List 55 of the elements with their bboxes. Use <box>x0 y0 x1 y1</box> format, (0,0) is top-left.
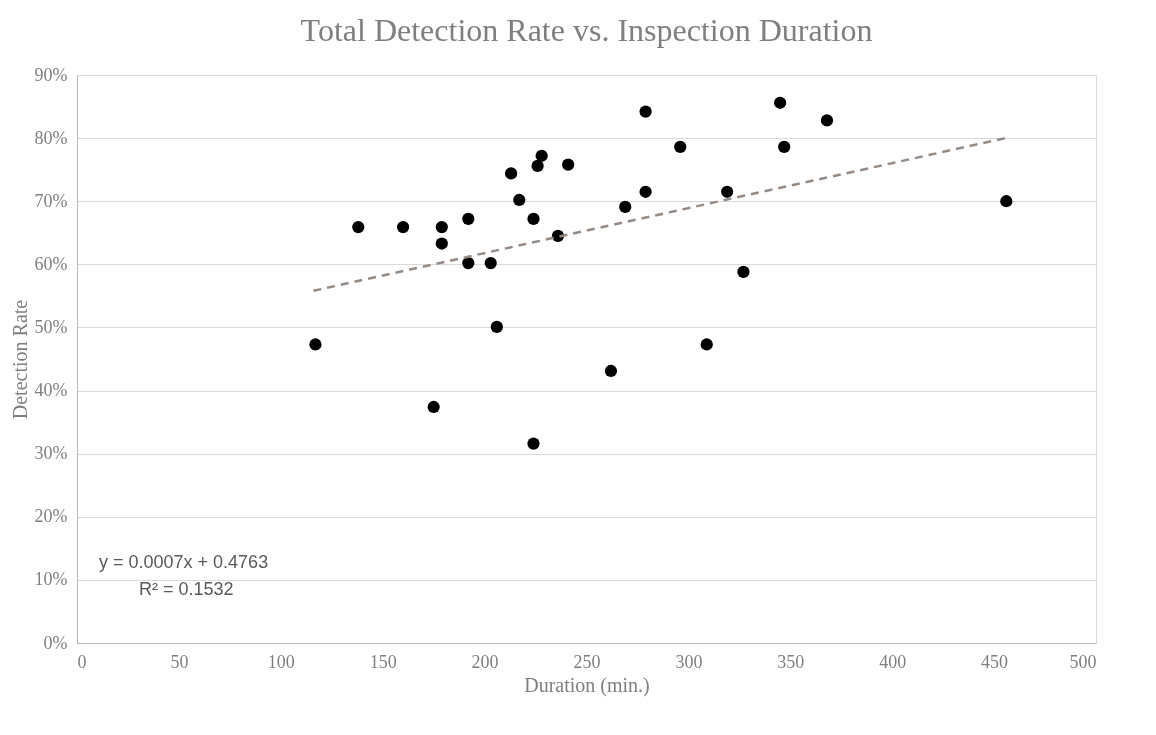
point <box>527 212 540 226</box>
point <box>639 185 652 198</box>
x-tick-label: 450 <box>981 651 1009 672</box>
point <box>535 149 548 162</box>
x-tick-label: 500 <box>1069 651 1097 672</box>
y-tick-label: 60% <box>34 253 68 274</box>
annotation: R² = 0.1532 <box>139 579 234 599</box>
x-tick-label: 200 <box>471 651 499 672</box>
point <box>778 140 791 154</box>
point <box>562 158 575 171</box>
point <box>427 400 440 414</box>
x-tick-label: 150 <box>369 651 397 672</box>
y-tick-label: 0% <box>43 632 68 653</box>
annotation: y = 0.0007x + 0.4763 <box>99 552 269 572</box>
point <box>737 265 750 279</box>
point <box>604 364 618 378</box>
point <box>773 96 787 109</box>
x-tick-label: 100 <box>267 651 295 672</box>
y-tick-label: 20% <box>34 506 68 527</box>
point <box>531 159 544 172</box>
chart-title: Total Detection Rate vs. Inspection Duration <box>300 12 873 48</box>
point <box>484 256 497 270</box>
point <box>820 114 834 127</box>
y-tick-label: 30% <box>34 443 68 464</box>
point <box>527 437 540 450</box>
point <box>700 338 713 351</box>
x-tick-label: 300 <box>675 651 703 672</box>
x-tick-label: 350 <box>777 651 805 672</box>
x-tick-label: 0 <box>77 651 87 672</box>
y-axis-title: Detection Rate <box>8 299 31 420</box>
point <box>352 220 365 234</box>
point <box>721 185 734 198</box>
point <box>435 237 448 250</box>
point <box>1000 195 1013 208</box>
x-axis-title: Duration (min.) <box>524 673 650 697</box>
point <box>513 193 526 207</box>
point <box>396 220 410 234</box>
y-tick-label: 80% <box>34 127 68 148</box>
y-tick-label: 40% <box>34 380 68 401</box>
point <box>309 338 322 351</box>
point <box>674 140 687 154</box>
point <box>639 105 652 118</box>
point <box>619 200 632 214</box>
point <box>462 212 475 226</box>
y-tick-label: 90% <box>34 64 68 85</box>
point <box>490 320 503 333</box>
x-tick-label: 50 <box>170 651 189 672</box>
y-tick-label: 70% <box>34 190 68 211</box>
point <box>504 167 518 180</box>
x-tick-label: 400 <box>879 651 907 672</box>
y-tick-label: 50% <box>34 316 68 337</box>
point <box>435 220 448 234</box>
x-tick-label: 250 <box>573 651 601 672</box>
y-tick-label: 10% <box>34 569 68 590</box>
point <box>462 256 475 270</box>
